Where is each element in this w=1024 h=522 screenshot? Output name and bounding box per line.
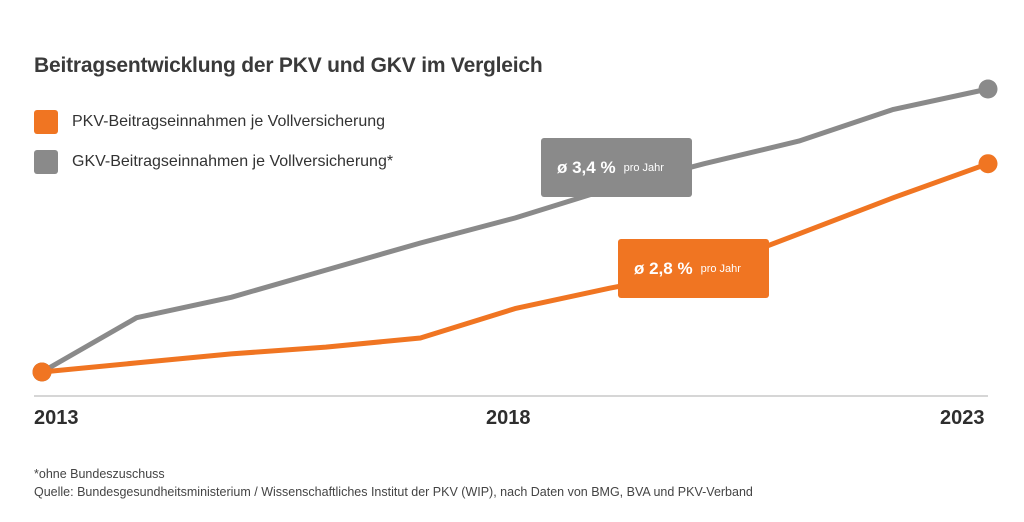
- x-tick-label-2018: 2018: [486, 407, 531, 429]
- x-tick-label-2023: 2023: [940, 407, 985, 429]
- legend: PKV-Beitragseinnahmen je Vollversicherun…: [34, 110, 393, 190]
- chart-title: Beitragsentwicklung der PKV und GKV im V…: [34, 54, 543, 77]
- legend-label-pkv: PKV-Beitragseinnahmen je Vollversicherun…: [72, 113, 386, 130]
- legend-swatch-pkv: [34, 110, 58, 134]
- pkv-average-unit: pro Jahr: [700, 262, 741, 275]
- gkv-average-callout: ø 3,4 % pro Jahr: [541, 138, 692, 197]
- pkv-average-value: ø 2,8 %: [634, 258, 693, 278]
- gkv-average-unit: pro Jahr: [623, 161, 664, 174]
- legend-label-gkv: GKV-Beitragseinnahmen je Vollversicherun…: [72, 153, 394, 170]
- series-point-pkv-2013: [32, 362, 52, 382]
- series-layer: [32, 79, 998, 382]
- legend-item-pkv: PKV-Beitragseinnahmen je Vollversicherun…: [34, 110, 393, 134]
- series-point-gkv-2023: [978, 79, 998, 99]
- series-line-gkv: [39, 86, 991, 375]
- legend-swatch-gkv: [34, 150, 58, 174]
- pkv-average-callout: ø 2,8 % pro Jahr: [618, 239, 769, 298]
- series-point-pkv-2023: [978, 154, 998, 174]
- source-note: Quelle: Bundesgesundheitsministerium / W…: [34, 485, 753, 499]
- legend-item-gkv: GKV-Beitragseinnahmen je Vollversicherun…: [34, 150, 393, 174]
- x-tick-label-2013: 2013: [34, 407, 79, 429]
- series-line-pkv: [39, 161, 991, 375]
- gkv-average-value: ø 3,4 %: [557, 157, 616, 177]
- footnote: *ohne Bundeszuschuss: [34, 467, 165, 481]
